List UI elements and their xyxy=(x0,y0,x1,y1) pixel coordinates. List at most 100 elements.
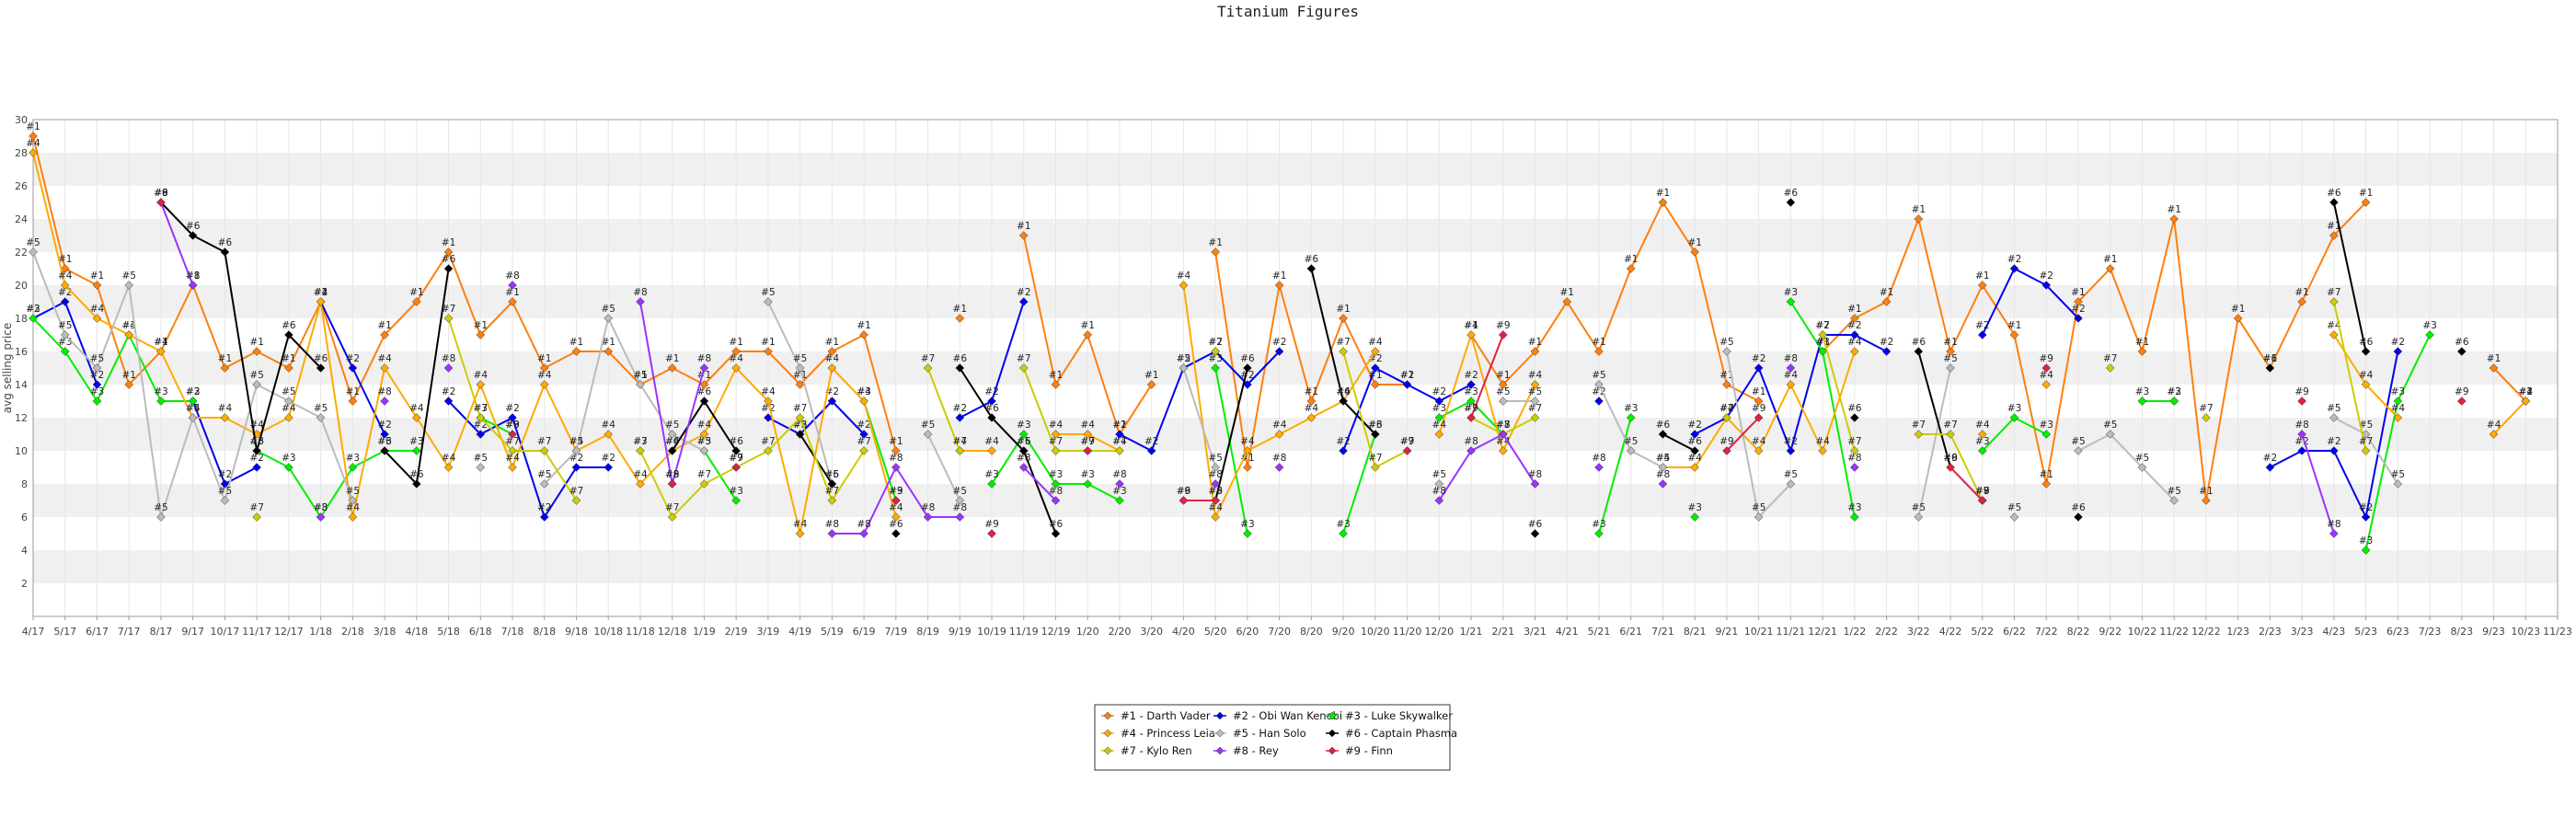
data-point xyxy=(699,430,709,439)
data-label: #5 xyxy=(2391,469,2405,480)
data-label: #6 xyxy=(1943,453,1958,464)
data-point xyxy=(539,363,549,373)
data-label: #5 xyxy=(1017,436,1030,447)
data-label: #3 xyxy=(1240,519,1254,530)
data-label: #3 xyxy=(1496,420,1510,431)
data-label: #1 xyxy=(2103,254,2117,265)
data-label: #6 xyxy=(154,188,168,199)
data-label: #1 xyxy=(121,370,135,381)
data-point xyxy=(1211,463,1221,472)
x-tick-label: 4/19 xyxy=(788,626,811,638)
legend-item: #7 - Kylo Ren xyxy=(1101,744,1192,757)
data-point xyxy=(667,446,677,455)
x-tick-label: 4/17 xyxy=(22,626,45,638)
series-line xyxy=(2492,367,2526,402)
data-point xyxy=(2329,198,2339,207)
data-point xyxy=(92,380,102,389)
data-label: #4 xyxy=(154,337,168,348)
data-label: #5 xyxy=(90,353,104,364)
data-point xyxy=(2074,297,2083,306)
series-line xyxy=(544,316,705,485)
y-axis-label: avg selling price xyxy=(1,323,14,413)
data-point xyxy=(1786,363,1796,373)
data-point xyxy=(443,363,454,373)
data-point xyxy=(571,496,581,505)
data-point xyxy=(1498,330,1508,339)
data-point xyxy=(284,463,293,472)
data-point xyxy=(1179,496,1189,505)
data-label: #2 xyxy=(1847,320,1861,331)
data-label: #3 xyxy=(2391,386,2405,397)
data-label: #1 xyxy=(1464,320,1478,331)
data-point xyxy=(891,529,901,538)
legend-item: #3 - Luke Skywalker xyxy=(1326,709,1453,722)
legend-label: #8 - Rey xyxy=(1233,744,1279,757)
data-point xyxy=(124,281,134,290)
x-tick-label: 10/20 xyxy=(1361,626,1390,638)
data-point xyxy=(508,281,517,290)
data-label: #1 xyxy=(409,287,423,298)
data-point xyxy=(1849,446,1859,455)
data-point xyxy=(411,297,421,306)
data-point xyxy=(1498,430,1508,439)
data-label: #7 xyxy=(857,436,870,447)
data-point xyxy=(1914,214,1924,224)
data-point xyxy=(92,281,102,290)
data-label: #2 xyxy=(953,403,967,414)
data-label: #5 xyxy=(346,486,360,497)
data-point xyxy=(1402,446,1412,455)
x-tick-label: 12/22 xyxy=(2191,626,2221,638)
data-point xyxy=(1977,446,1987,455)
x-tick-label: 9/21 xyxy=(1716,626,1739,638)
data-label: #1 xyxy=(1049,370,1063,381)
data-point xyxy=(1179,363,1189,373)
data-label: #5 xyxy=(154,502,167,513)
data-label: #3 xyxy=(1336,519,1350,530)
data-label: #5 xyxy=(249,370,263,381)
series-line xyxy=(2492,400,2526,435)
data-label: #2 xyxy=(249,453,263,464)
data-label: #2 xyxy=(1208,337,1222,348)
data-point xyxy=(2105,363,2115,373)
data-point xyxy=(1658,430,1668,439)
x-tick-label: 8/21 xyxy=(1684,626,1707,638)
data-point xyxy=(827,496,837,505)
data-point xyxy=(1274,281,1284,290)
data-point xyxy=(1722,413,1731,422)
data-label: #3 xyxy=(1049,469,1063,480)
data-label: #4 xyxy=(2040,370,2054,381)
data-point xyxy=(2009,413,2019,422)
data-point xyxy=(1083,446,1093,455)
data-label: #5 xyxy=(2103,420,2117,431)
data-label: #1 xyxy=(1656,188,1670,199)
data-point xyxy=(1146,380,1156,389)
series-line xyxy=(2077,432,2175,501)
data-point xyxy=(827,347,837,356)
data-point xyxy=(92,397,102,406)
data-point xyxy=(2105,430,2115,439)
data-point xyxy=(795,430,805,439)
data-label: #4 xyxy=(601,420,615,431)
x-tick-label: 7/21 xyxy=(1651,626,1674,638)
data-label: #2 xyxy=(1272,337,1286,348)
data-label: #4 xyxy=(857,386,871,397)
x-tick-label: 11/22 xyxy=(2159,626,2189,638)
data-label: #3 xyxy=(2007,403,2021,414)
data-point xyxy=(1051,479,1061,489)
x-tick-label: 6/22 xyxy=(2003,626,2026,638)
data-point xyxy=(29,132,38,141)
data-point xyxy=(1274,463,1284,472)
legend-box xyxy=(1094,704,1451,771)
data-point xyxy=(2329,529,2339,538)
data-label: #4 xyxy=(1815,436,1830,447)
data-point xyxy=(188,397,198,406)
y-tick-label: 4 xyxy=(21,545,28,557)
plot-frame xyxy=(32,119,2559,617)
data-label: #4 xyxy=(729,353,743,364)
data-label: #3 xyxy=(889,486,903,497)
data-point xyxy=(348,463,358,472)
series-line xyxy=(2332,201,2367,352)
data-label: #8 xyxy=(1975,486,1989,497)
data-label: #1 xyxy=(186,270,200,282)
data-label: #7 xyxy=(1496,420,1510,431)
